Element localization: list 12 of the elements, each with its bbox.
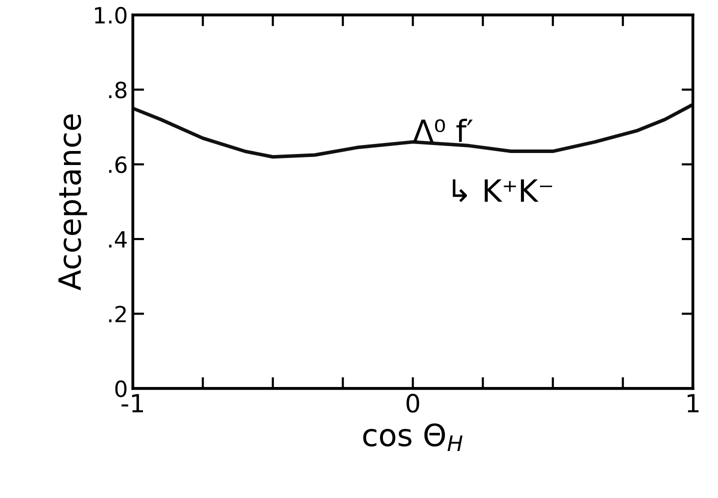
annotation: ↳ K⁺K⁻ xyxy=(452,179,552,202)
x-tick-label: 0 xyxy=(406,394,420,413)
x-axis-title: cos Θ$_{H}$ xyxy=(363,423,462,452)
y-tick-label: .6 xyxy=(109,156,127,174)
y-axis-title: Acceptance xyxy=(58,114,88,290)
line-series xyxy=(132,102,693,159)
x-tick-label: 1 xyxy=(688,394,699,412)
y-tick-label: .2 xyxy=(109,306,126,322)
y-tick-label: .8 xyxy=(109,82,126,98)
y-tick-label: 1.0 xyxy=(95,6,126,24)
y-tick-label: .4 xyxy=(109,231,127,248)
annotation: Λ⁰ f′ xyxy=(413,118,473,142)
